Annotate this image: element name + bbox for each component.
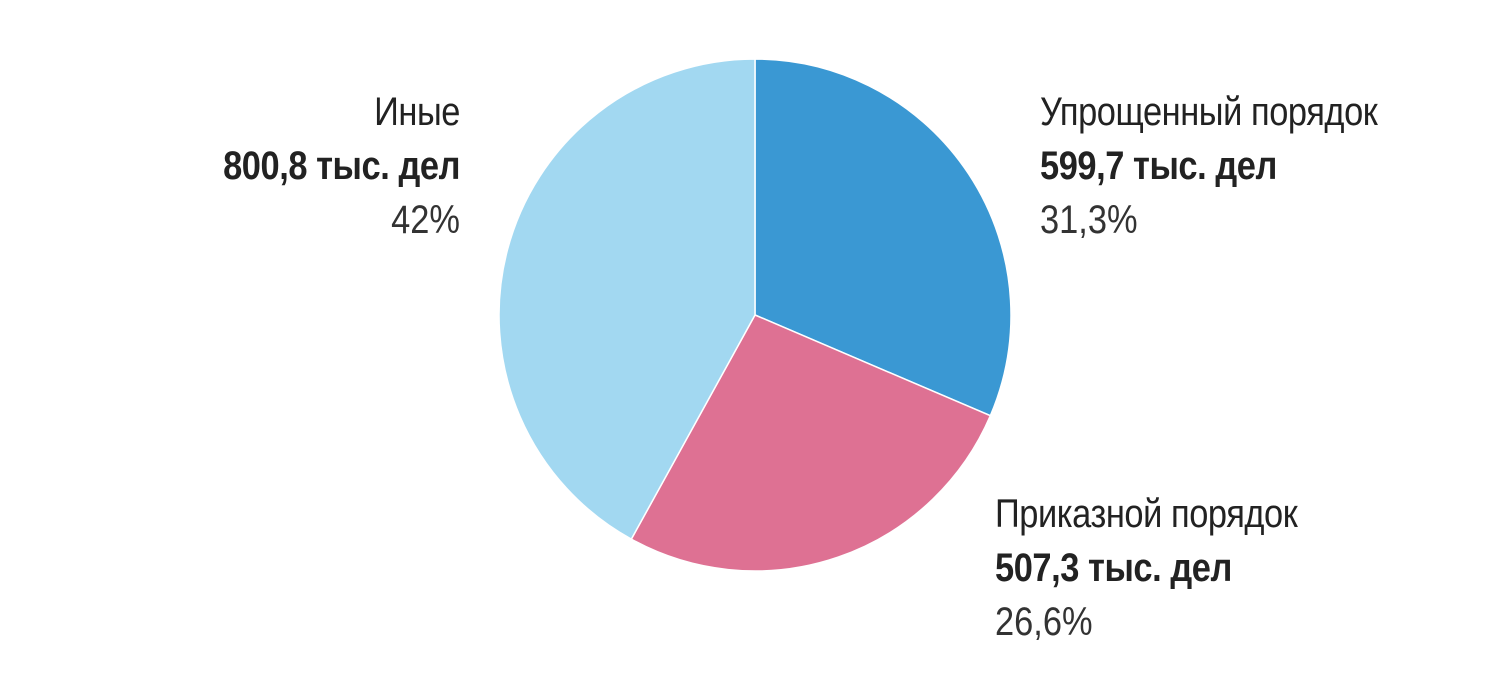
pie-slice-inye	[498, 58, 756, 541]
slice-value: 800,8 тыс. дел	[223, 144, 460, 188]
slice-label-prikaznoj: Приказной порядок 507,3 тыс. дел 26,6%	[995, 490, 1435, 646]
slice-name: Упрощенный порядок	[1040, 90, 1378, 134]
pie-slice-uproshchennyj	[754, 58, 1012, 417]
slice-percent: 42%	[391, 198, 460, 242]
slice-value: 507,3 тыс. дел	[995, 546, 1232, 590]
slice-name: Приказной порядок	[995, 492, 1298, 536]
slice-value: 599,7 тыс. дел	[1040, 144, 1277, 188]
pie-slice-prikaznoj	[630, 314, 992, 572]
slice-name: Иные	[374, 90, 460, 134]
slice-percent: 26,6%	[995, 600, 1093, 644]
slice-label-inye: Иные 800,8 тыс. дел 42%	[60, 88, 460, 244]
slice-percent: 31,3%	[1040, 198, 1138, 242]
slice-label-uproshchennyj: Упрощенный порядок 599,7 тыс. дел 31,3%	[1040, 88, 1480, 244]
